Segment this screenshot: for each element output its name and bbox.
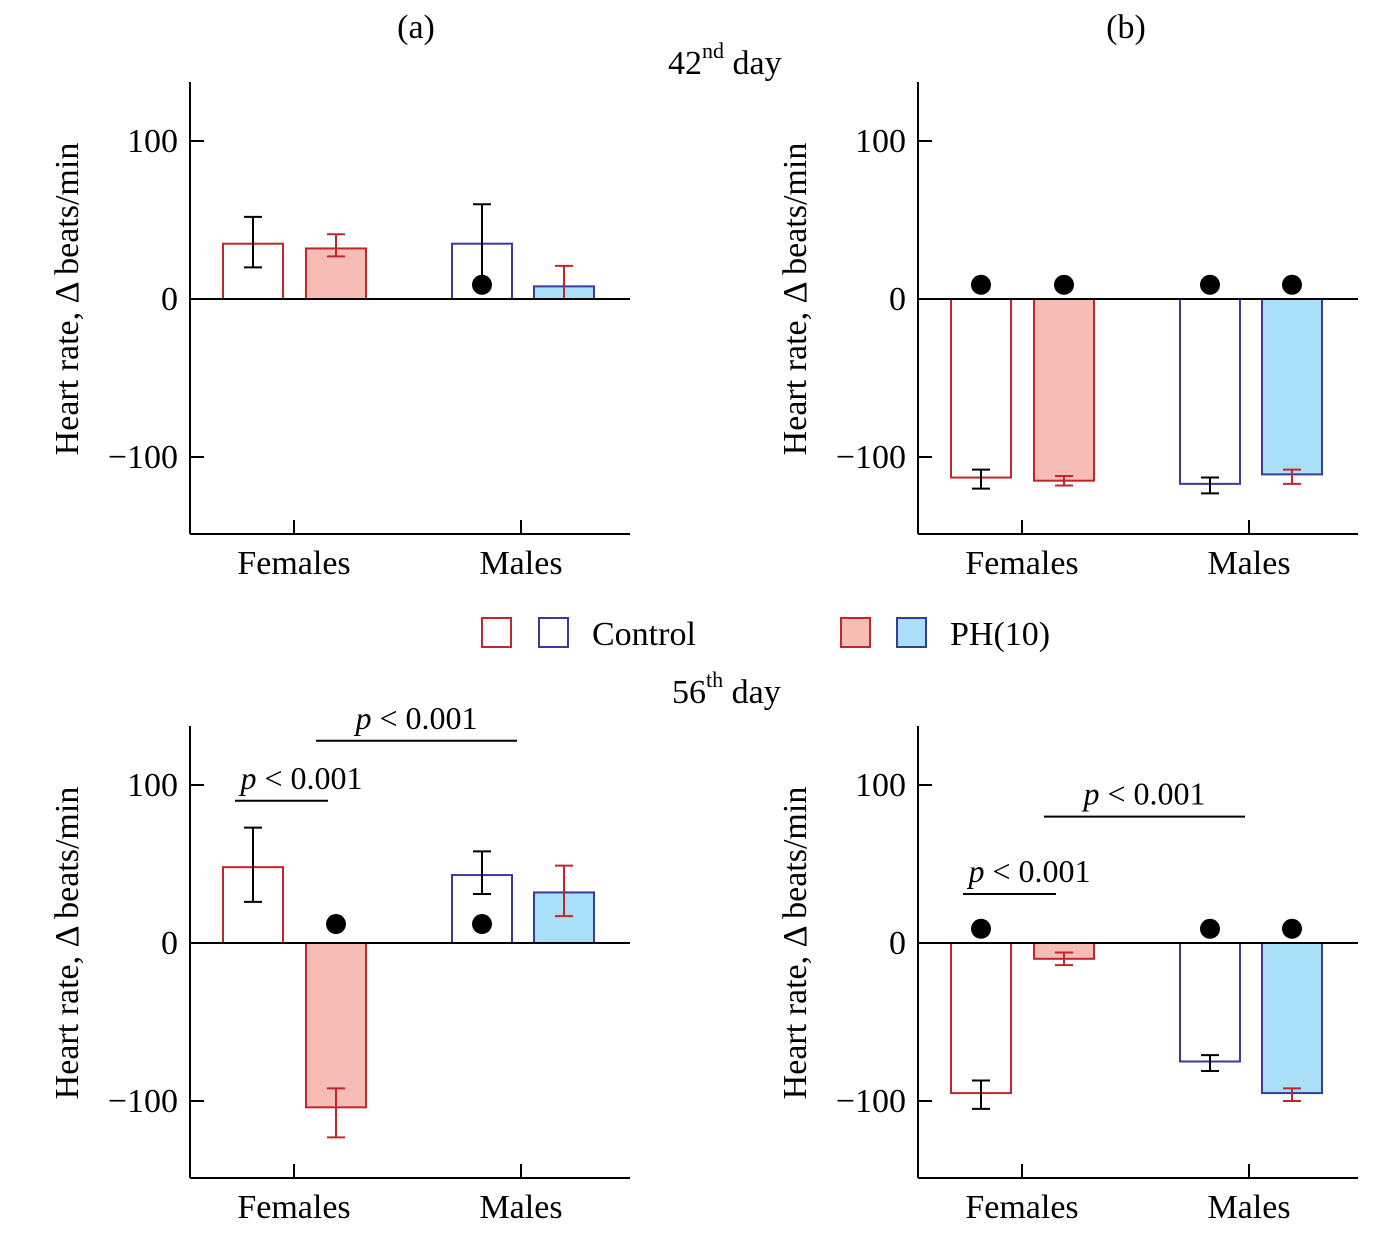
- bar: [950, 942, 1012, 1095]
- p-value-label: p < 0.001: [966, 853, 1090, 889]
- panel-label-b: (b): [1106, 9, 1146, 46]
- y-tick-label: −100: [108, 1083, 178, 1120]
- y-axis-label: Heart rate, Δ beats/min: [777, 143, 814, 456]
- y-tick-label: 0: [161, 925, 178, 962]
- x-tick-label: Females: [237, 1189, 350, 1226]
- y-tick-label: 0: [161, 281, 178, 318]
- x-tick-label: Males: [479, 545, 562, 582]
- panel-label-a: (a): [397, 9, 435, 46]
- y-tick-label: 0: [889, 281, 906, 318]
- legend-swatch-ph-male: [896, 617, 927, 648]
- x-tick-label: Females: [965, 1189, 1078, 1226]
- significance-dot: [1200, 918, 1220, 939]
- significance-dot: [326, 914, 346, 935]
- legend-label-control: Control: [592, 616, 696, 653]
- significance-dot: [971, 918, 991, 939]
- panel-4: 100 0 −100 Heart rate, Δ beats/min Females Ma…: [777, 726, 1358, 1226]
- y-tick-label: 100: [127, 123, 178, 160]
- significance-dot: [1200, 274, 1220, 295]
- x-tick-label: Males: [1207, 1189, 1290, 1226]
- significance-dot: [971, 274, 991, 295]
- bar: [1261, 298, 1323, 476]
- y-tick-label: 0: [889, 925, 906, 962]
- significance-dot: [1282, 274, 1302, 295]
- significance-dot: [1282, 918, 1302, 939]
- significance-dot: [472, 274, 492, 295]
- bar: [1033, 298, 1095, 482]
- x-tick-label: Males: [1207, 545, 1290, 582]
- x-tick-label: Females: [965, 545, 1078, 582]
- bar: [305, 942, 367, 1109]
- y-axis-label: Heart rate, Δ beats/min: [777, 787, 814, 1100]
- bar: [950, 298, 1012, 479]
- p-value-label: p < 0.001: [353, 700, 477, 736]
- y-tick-label: 100: [127, 767, 178, 804]
- day-label-bottom: 56th day: [672, 667, 781, 711]
- y-tick-label: −100: [108, 439, 178, 476]
- panel-1: 100 0 −100 Heart rate, Δ beats/min Females Ma…: [49, 82, 630, 582]
- bar: [1179, 298, 1241, 485]
- significance-dot: [472, 914, 492, 935]
- p-value-label: p < 0.001: [238, 760, 362, 796]
- day-label-top: 42nd day: [668, 38, 782, 82]
- y-tick-label: 100: [855, 123, 906, 160]
- p-value-label: p < 0.001: [1081, 776, 1205, 812]
- y-tick-label: −100: [836, 1083, 906, 1120]
- legend-swatch-control-male: [538, 617, 569, 648]
- y-tick-label: 100: [855, 767, 906, 804]
- legend-swatch-control-female: [481, 617, 512, 648]
- legend-label-ph: PH(10): [950, 616, 1050, 653]
- legend: Control PH(10): [481, 616, 1050, 653]
- y-axis-label: Heart rate, Δ beats/min: [49, 787, 86, 1100]
- bar: [1179, 942, 1241, 1063]
- x-tick-label: Females: [237, 545, 350, 582]
- x-tick-label: Males: [479, 1189, 562, 1226]
- significance-dot: [1054, 274, 1074, 295]
- legend-swatch-ph-female: [840, 617, 871, 648]
- bar: [1261, 942, 1323, 1095]
- panel-2: 100 0 −100 Heart rate, Δ beats/min Females Ma…: [777, 82, 1358, 582]
- panel-3: 100 0 −100 Heart rate, Δ beats/min Females Ma…: [49, 700, 630, 1226]
- y-axis-label: Heart rate, Δ beats/min: [49, 143, 86, 456]
- y-tick-label: −100: [836, 439, 906, 476]
